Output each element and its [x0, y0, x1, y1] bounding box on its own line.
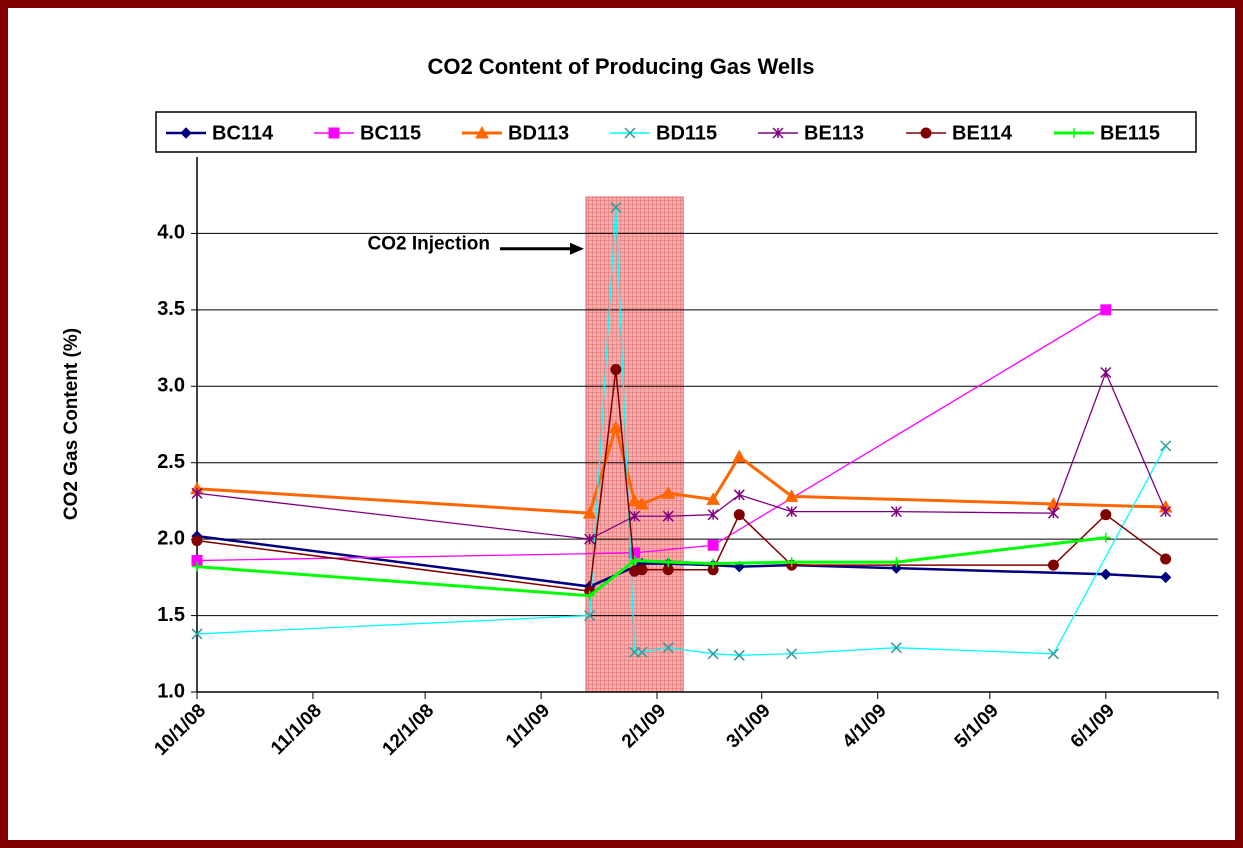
marker [192, 561, 202, 572]
marker [890, 506, 902, 518]
marker [786, 506, 798, 518]
marker [610, 201, 622, 213]
legend-label: BC115 [360, 122, 421, 144]
marker [584, 590, 595, 601]
marker [662, 510, 674, 522]
marker [891, 557, 902, 568]
marker [662, 564, 674, 576]
annotation-arrowhead [569, 242, 584, 255]
marker [707, 648, 719, 660]
legend-marker [1069, 128, 1079, 138]
y-tick-label: 2.0 [157, 527, 185, 549]
y-tick-label: 1.5 [157, 604, 185, 626]
series-line [196, 536, 1106, 598]
injection-band [585, 196, 684, 693]
marker [1160, 506, 1172, 518]
marker [784, 489, 799, 502]
marker [636, 646, 648, 658]
y-tick-label: 2.5 [157, 451, 185, 473]
legend-marker [624, 127, 636, 139]
marker [707, 564, 719, 576]
y-tick-label: 3.0 [157, 375, 185, 397]
series-line [196, 207, 1167, 656]
marker [584, 533, 596, 545]
marker [707, 509, 719, 521]
marker [627, 493, 642, 507]
marker [1159, 571, 1172, 584]
marker [610, 364, 622, 375]
annotation: CO2 Injection [367, 234, 489, 255]
marker [584, 610, 596, 622]
marker [1100, 532, 1111, 543]
marker [609, 420, 623, 434]
marker [786, 648, 798, 660]
legend-marker [475, 125, 489, 139]
legend-marker [920, 127, 932, 139]
legend-label: BE115 [1100, 122, 1160, 144]
marker [663, 557, 674, 568]
marker [732, 449, 747, 463]
marker [1160, 553, 1172, 565]
marker [707, 539, 719, 551]
marker [1160, 440, 1172, 452]
legend-marker [772, 127, 784, 139]
y-tick-label: 4.0 [157, 222, 185, 244]
marker [191, 628, 203, 640]
legend-label: BE114 [952, 122, 1013, 144]
series-line [196, 369, 1167, 592]
marker [890, 642, 902, 654]
y-axis-label: CO2 Gas Content (%) [61, 328, 82, 520]
marker [733, 489, 745, 501]
marker [1047, 507, 1059, 519]
marker [662, 642, 674, 654]
marker [1100, 568, 1112, 581]
marker [786, 557, 797, 568]
marker [191, 487, 203, 499]
marker [708, 558, 719, 569]
y-tick-label: 3.5 [157, 298, 185, 320]
marker [635, 496, 649, 510]
marker [1100, 366, 1112, 379]
marker [1047, 559, 1059, 571]
marker [1047, 648, 1059, 660]
marker [1100, 304, 1112, 316]
legend-label: BD113 [508, 122, 569, 144]
marker [661, 486, 676, 499]
legend-label: BC114 [212, 122, 274, 144]
legend-marker [180, 127, 192, 139]
marker [191, 535, 203, 547]
marker [706, 492, 720, 505]
marker [629, 555, 640, 566]
marker [1100, 509, 1112, 521]
series-line [196, 309, 1107, 562]
marker [636, 564, 648, 576]
legend-label: BE113 [804, 122, 864, 144]
y-tick-label: 1.0 [157, 680, 185, 702]
marker [582, 506, 597, 519]
marker [629, 510, 641, 522]
marker [733, 509, 745, 521]
legend-label: BD115 [656, 122, 717, 144]
chart-title: CO2 Content of Producing Gas Wells [427, 54, 814, 79]
legend-marker [328, 127, 340, 139]
marker [733, 649, 745, 661]
